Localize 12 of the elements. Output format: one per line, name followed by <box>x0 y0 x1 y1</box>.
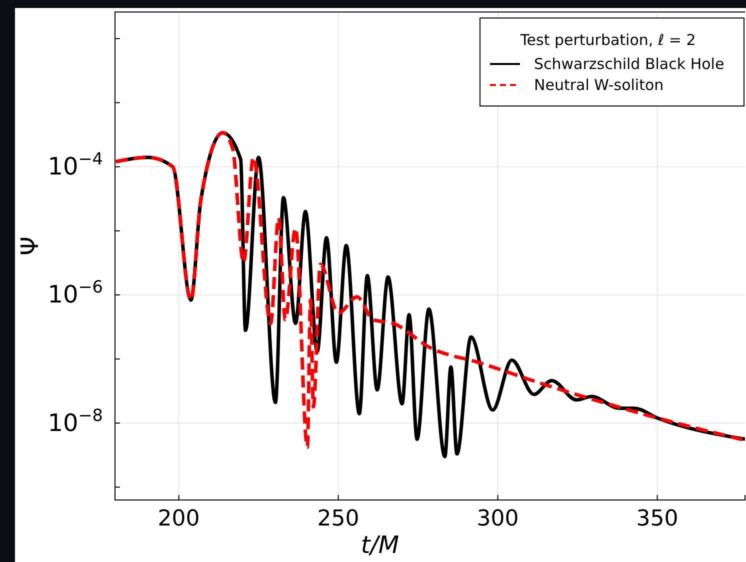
legend-title: Test perturbation, ℓ = 2 <box>519 31 696 49</box>
y-tick-label: 10$^{−6}$ <box>48 276 103 309</box>
x-tick-label: 300 <box>476 506 519 532</box>
x-tick-label: 250 <box>317 506 360 532</box>
legend-label: Neutral W-soliton <box>534 76 664 94</box>
x-tick-label: 200 <box>158 506 200 532</box>
legend-label: Schwarzschild Black Hole <box>534 55 724 73</box>
x-axis-title: t/M <box>360 531 400 559</box>
y-axis-title: Ψ <box>16 236 44 256</box>
y-tick-label: 10$^{−8}$ <box>48 404 103 437</box>
y-tick-label: 10$^{−4}$ <box>48 148 103 180</box>
x-tick-label: 350 <box>636 506 678 532</box>
